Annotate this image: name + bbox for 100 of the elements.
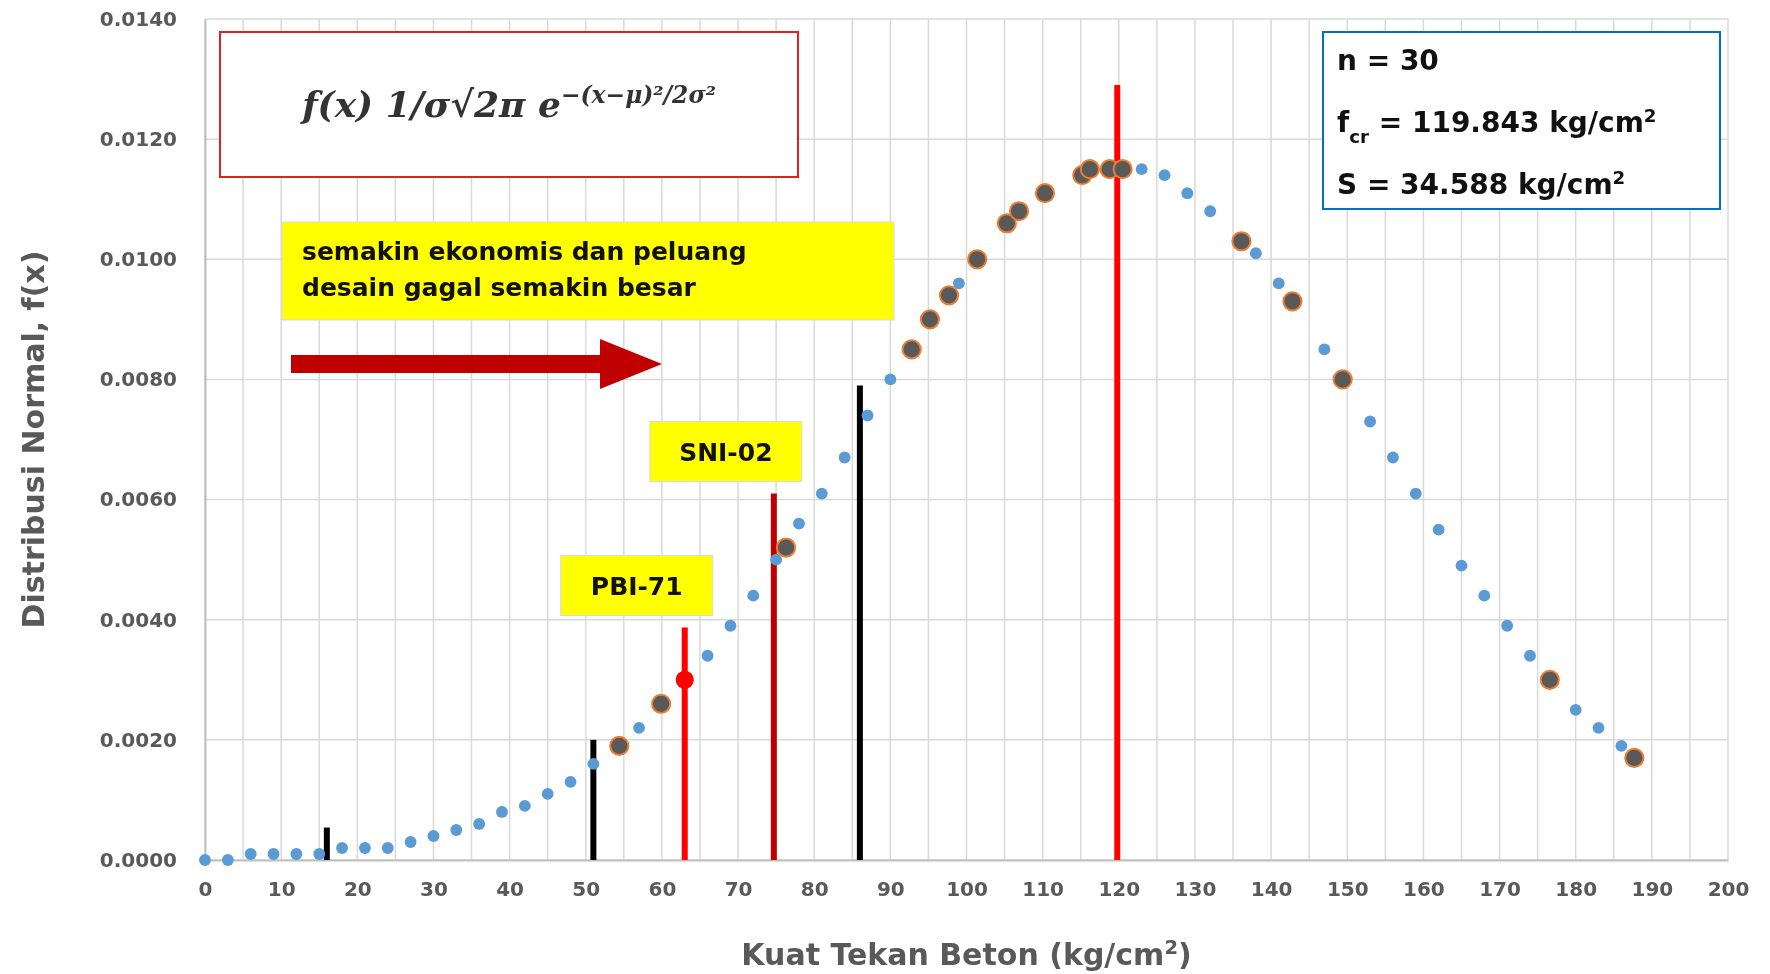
point [221,854,234,866]
point [1624,747,1645,768]
x-tick-label: 130 [1174,877,1217,902]
point [701,649,714,662]
point [901,339,922,360]
point [1592,721,1605,734]
point [199,854,211,866]
x-tick-label: 190 [1631,877,1674,902]
y-tick-label: 0.0060 [99,487,177,512]
point [1524,649,1536,662]
point [1272,277,1285,290]
point [884,373,897,386]
point [244,848,257,860]
y-tick-label: 0.0080 [99,367,177,392]
annotation: f$_{cr}$ = 119.843 kg/cm$^{2}$ [1337,104,1657,147]
y-tick-label: 0.0120 [99,127,177,152]
point [404,836,417,848]
annotation: SNI-02 [679,437,773,467]
x-tick-label: 100 [946,877,988,902]
x-tick-label: 0 [198,877,213,902]
annotation: S = 34.588 kg/cm$^{2}$ [1337,166,1626,201]
point [1364,415,1377,428]
x-axis-title: Kuat Tekan Beton (kg/cm$^{2}$) [741,935,1192,972]
point [1158,169,1171,182]
point [1387,451,1399,464]
y-tick-label: 0.0140 [99,6,177,31]
point [1569,703,1582,716]
point [427,830,440,842]
point [815,487,828,500]
x-tick-label: 80 [800,877,829,902]
annotation: f(x) 1/σ√2π e$^{−(x−μ)²/2σ²}$ [299,81,716,125]
point [996,213,1017,234]
point [381,842,394,854]
point [1615,739,1628,752]
point [518,800,531,812]
x-tick-label: 90 [876,877,905,902]
point [336,842,348,854]
y-tick-label: 0.0040 [99,607,177,632]
annotation: n = 30 [1337,44,1439,77]
point [1135,163,1148,176]
point [1332,369,1353,390]
point [675,670,694,689]
point [770,553,783,566]
point [564,776,577,788]
point [1204,205,1217,218]
annotation: PBI-71 [590,571,683,601]
x-tick-label: 70 [724,877,753,902]
x-tick-label: 60 [648,877,677,902]
x-tick-label: 150 [1326,877,1369,902]
point [1181,187,1194,200]
point [587,757,600,770]
x-tick-label: 110 [1022,877,1065,902]
point [1008,201,1030,222]
point [541,788,554,800]
point [633,721,645,734]
annotation: semakin ekonomis dan peluang desain gagal semakin besar [302,237,747,302]
x-tick-label: 20 [343,877,372,902]
x-tick-label: 40 [496,877,525,902]
point [861,409,874,422]
point [919,309,941,330]
point [967,249,988,270]
x-tick-label: 160 [1403,877,1445,902]
x-tick-label: 140 [1250,877,1293,902]
point [1112,159,1133,180]
point [496,806,508,818]
y-tick-label: 0.0020 [99,727,177,752]
point [1231,231,1252,252]
point [473,818,486,830]
point [1501,619,1514,632]
y-tick-label: 0.0000 [99,847,177,872]
point [1432,523,1445,536]
x-tick-label: 30 [420,877,448,902]
point [313,848,326,860]
point [450,824,463,836]
point [1478,589,1491,602]
point [724,619,737,632]
point [793,517,805,530]
point [1034,183,1056,204]
point [1539,669,1560,690]
x-tick-label: 170 [1479,877,1521,902]
x-tick-label: 180 [1555,877,1598,902]
y-axis-title: Distribusi Normal, f(x) [16,250,51,629]
x-tick-label: 120 [1098,877,1141,902]
point [747,589,760,602]
x-tick-label: 10 [267,877,296,902]
point [609,735,630,756]
point [838,451,851,464]
x-tick-label: 50 [572,877,601,902]
point [651,693,672,714]
point [359,842,371,854]
point [1249,247,1262,260]
y-tick-label: 0.0100 [99,247,177,272]
point [1318,343,1331,356]
x-tick-label: 200 [1707,877,1750,902]
point [290,848,303,860]
point [952,277,965,290]
point [1409,487,1422,500]
point [1455,559,1468,572]
point [938,285,960,306]
point [1079,159,1100,180]
